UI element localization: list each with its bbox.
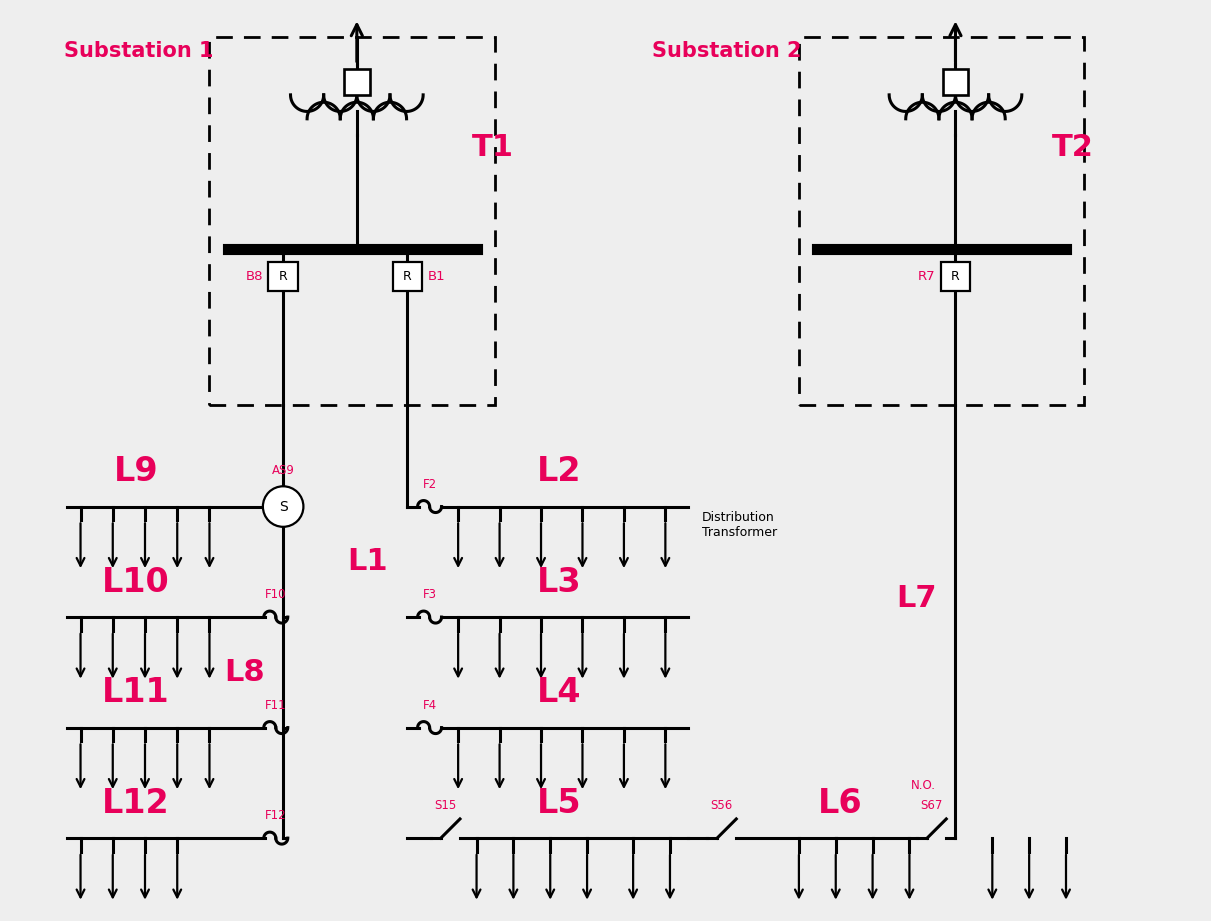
Text: L11: L11 [102, 676, 170, 709]
Text: L9: L9 [114, 455, 159, 488]
Text: L5: L5 [538, 787, 581, 820]
Text: Substation 2: Substation 2 [652, 41, 800, 61]
Text: T2: T2 [1052, 133, 1094, 162]
Text: L3: L3 [538, 565, 581, 599]
Text: AS9: AS9 [271, 464, 294, 477]
Bar [941, 262, 970, 291]
Text: L12: L12 [102, 787, 170, 820]
Text: F2: F2 [423, 478, 437, 491]
Text: F10: F10 [265, 589, 287, 601]
Bar [269, 262, 298, 291]
Text: L7: L7 [896, 584, 937, 613]
Text: L8: L8 [224, 658, 265, 687]
Text: S56: S56 [711, 799, 733, 811]
Text: S: S [279, 499, 287, 514]
Text: B8: B8 [246, 270, 263, 283]
Text: S15: S15 [434, 799, 457, 811]
Bar [942, 69, 969, 95]
Text: N.O.: N.O. [911, 779, 936, 792]
Text: L2: L2 [538, 455, 581, 488]
Text: F12: F12 [265, 810, 287, 822]
Text: R7: R7 [918, 270, 935, 283]
Text: Substation 1: Substation 1 [64, 41, 213, 61]
Text: R: R [403, 270, 412, 283]
Text: L6: L6 [819, 787, 862, 820]
Bar [392, 262, 423, 291]
Text: S67: S67 [920, 799, 942, 811]
Circle shape [263, 486, 304, 527]
Text: R: R [951, 270, 960, 283]
Text: T1: T1 [472, 133, 513, 162]
Text: L1: L1 [348, 547, 389, 577]
Text: R: R [279, 270, 287, 283]
Text: L4: L4 [538, 676, 581, 709]
Text: Distribution
Transformer: Distribution Transformer [702, 511, 777, 539]
Text: F3: F3 [423, 589, 437, 601]
Text: F4: F4 [423, 699, 437, 712]
Bar [344, 69, 369, 95]
Text: L10: L10 [102, 565, 170, 599]
Text: B1: B1 [427, 270, 446, 283]
Text: F11: F11 [265, 699, 287, 712]
